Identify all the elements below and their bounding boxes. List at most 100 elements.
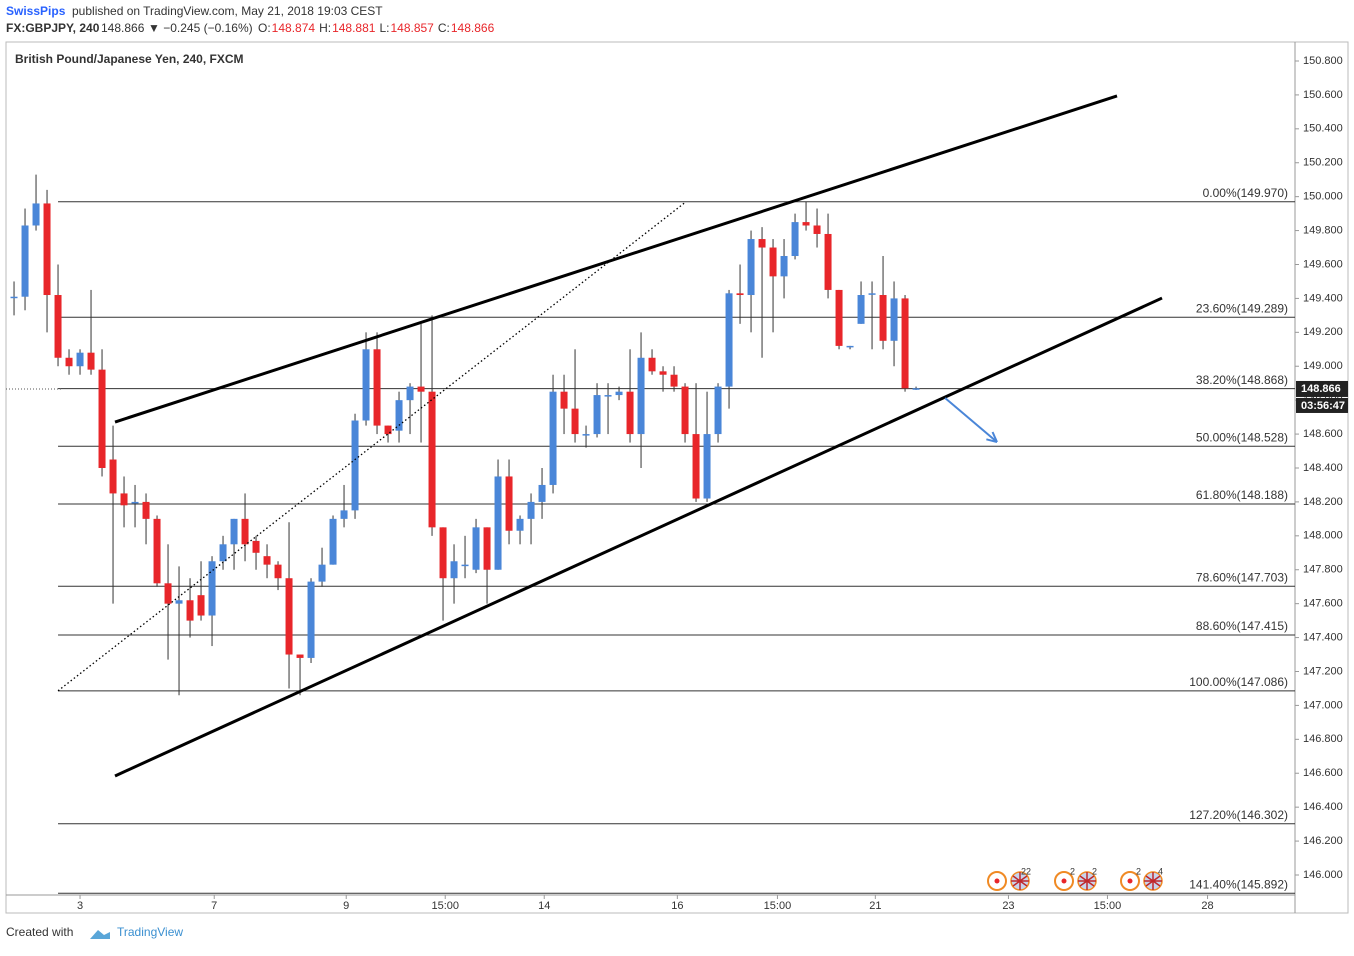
candle-body xyxy=(307,581,315,658)
candle-body xyxy=(516,518,524,531)
created: Created with xyxy=(6,925,73,939)
candle-body xyxy=(670,374,678,387)
y-tick-label: 148.200 xyxy=(1303,496,1343,508)
candle-body xyxy=(120,493,128,506)
candle-body xyxy=(791,222,799,257)
fib-label: 38.20%(148.868) xyxy=(1196,373,1288,387)
candle-body xyxy=(219,544,227,562)
candle-body xyxy=(648,357,656,372)
candle-body xyxy=(296,654,304,658)
y-tick-label: 147.200 xyxy=(1303,665,1343,677)
y-tick-label: 150.800 xyxy=(1303,55,1343,67)
event-dot xyxy=(994,878,1000,884)
ohlc-value: 148.866 xyxy=(451,21,495,35)
published: published on TradingView.com, May 21, 20… xyxy=(72,4,383,18)
ohlc-value: 148.857 xyxy=(390,21,434,35)
candle-body xyxy=(725,293,733,387)
candle-body xyxy=(10,296,18,299)
symbol: FX:GBPJPY, 240 xyxy=(6,21,100,35)
candle-body xyxy=(835,289,843,346)
candle-body xyxy=(857,295,865,324)
x-tick-label: 23 xyxy=(1002,900,1014,912)
countdown: 03:56:47 xyxy=(1301,400,1345,412)
candle-body xyxy=(890,298,898,341)
candle-body xyxy=(362,349,370,421)
fib-label: 78.60%(147.703) xyxy=(1196,570,1288,584)
candle-body xyxy=(494,476,502,570)
event-count: 4 xyxy=(1158,866,1163,876)
event-flag-cross xyxy=(1144,872,1162,890)
event-dot xyxy=(1127,878,1133,884)
event-dot xyxy=(1061,878,1067,884)
x-tick-label: 9 xyxy=(343,900,349,912)
candle-body xyxy=(230,518,238,545)
trend-line xyxy=(944,397,998,443)
y-tick-label: 147.000 xyxy=(1303,699,1343,711)
ohlc-value: 148.881 xyxy=(332,21,376,35)
candle-body xyxy=(153,518,161,584)
candle-body xyxy=(868,293,876,295)
y-tick-label: 150.000 xyxy=(1303,191,1343,203)
candle-body xyxy=(505,476,513,531)
candle-body xyxy=(76,352,84,367)
y-tick-label: 149.000 xyxy=(1303,360,1343,372)
pane-border xyxy=(5,41,1349,914)
brand[interactable]: TradingView xyxy=(117,925,183,939)
ohlc-key: L: xyxy=(379,21,389,35)
candle-body xyxy=(659,371,667,375)
candle-body xyxy=(32,203,40,226)
event-count: 2 xyxy=(1070,866,1075,876)
candle-body xyxy=(703,434,711,499)
event-flag-cross xyxy=(1011,872,1029,890)
publisher: SwissPips xyxy=(6,4,66,18)
candle-body xyxy=(285,578,293,655)
fib-label: 50.00%(148.528) xyxy=(1196,430,1288,444)
y-tick-label: 149.200 xyxy=(1303,326,1343,338)
y-tick-label: 146.200 xyxy=(1303,835,1343,847)
candle-body xyxy=(747,239,755,296)
x-tick-label: 3 xyxy=(77,900,83,912)
last: 148.866 xyxy=(101,21,145,35)
x-tick-label: 16 xyxy=(671,900,683,912)
candle-body xyxy=(406,386,414,401)
y-tick-label: 150.600 xyxy=(1303,89,1343,101)
y-tick-label: 146.600 xyxy=(1303,767,1343,779)
fib-label: 141.40%(145.892) xyxy=(1189,877,1288,891)
candle-body xyxy=(714,386,722,435)
candle-body xyxy=(538,484,546,502)
candle-body xyxy=(604,395,612,397)
fib-label: 127.20%(146.302) xyxy=(1189,808,1288,822)
ohlc-value: 148.874 xyxy=(272,21,316,35)
candle-body xyxy=(483,527,491,570)
chart-title: British Pound/Japanese Yen, 240, FXCM xyxy=(15,52,244,66)
change: ▼ −0.245 (−0.16%) xyxy=(148,21,253,35)
candle-body xyxy=(450,561,458,579)
event-flag-cross xyxy=(1078,872,1096,890)
candle-body xyxy=(395,400,403,431)
trend-line xyxy=(114,94,1118,424)
candle-body xyxy=(527,501,535,519)
candle-body xyxy=(186,600,194,621)
y-tick-label: 148.400 xyxy=(1303,462,1343,474)
candle-body xyxy=(329,518,337,565)
y-tick-label: 147.800 xyxy=(1303,564,1343,576)
candle-body xyxy=(824,233,832,290)
ohlc-key: O: xyxy=(258,21,271,35)
candle-body xyxy=(175,600,183,604)
fib-label: 100.00%(147.086) xyxy=(1189,675,1288,689)
fib-label: 61.80%(148.188) xyxy=(1196,488,1288,502)
candle-body xyxy=(846,345,854,348)
ohlc-key: H: xyxy=(319,21,331,35)
candle-body xyxy=(351,420,359,511)
logo xyxy=(90,930,110,939)
candle-body xyxy=(54,295,62,358)
x-tick-label: 15:00 xyxy=(764,900,792,912)
candle-body xyxy=(428,391,436,528)
candle-body xyxy=(373,349,381,426)
candle-body xyxy=(901,298,909,389)
fib-label: 0.00%(149.970) xyxy=(1203,186,1288,200)
candle-body xyxy=(439,527,447,579)
y-tick-label: 146.000 xyxy=(1303,869,1343,881)
candle-body xyxy=(131,501,139,504)
candle-body xyxy=(879,295,887,341)
